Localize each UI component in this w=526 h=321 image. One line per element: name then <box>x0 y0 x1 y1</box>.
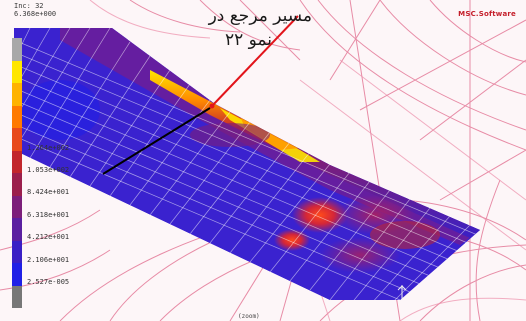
footer-caption: (zoom) <box>238 313 260 320</box>
annotation-line-2: نمو ۲۲ <box>224 30 272 50</box>
legend-label: 1.053e+002 <box>27 166 70 174</box>
legend-swatch <box>12 263 22 286</box>
legend-label: 1.264e+002 <box>27 144 70 152</box>
contour-legend: 1.264e+002 1.053e+002 8.424e+001 6.318e+… <box>12 38 69 310</box>
time-value: 6.368e+000 <box>14 10 57 18</box>
legend-swatch <box>12 128 22 151</box>
legend-swatch <box>12 83 22 106</box>
legend-swatch <box>12 173 22 196</box>
legend-swatch <box>12 105 22 128</box>
legend-label: 2.527e-005 <box>27 278 70 286</box>
legend-swatch <box>12 60 22 83</box>
legend-swatch <box>12 38 22 61</box>
legend-label: 8.424e+001 <box>27 188 70 196</box>
increment-label: Inc: 32 <box>14 2 44 10</box>
legend-label: 2.106e+001 <box>27 256 70 264</box>
legend-swatch <box>12 195 22 218</box>
annotation-arrow-point <box>209 103 215 109</box>
legend-swatch <box>12 150 22 173</box>
reference-path-line <box>102 107 211 175</box>
annotation-line-1: مسیر مرجع در <box>208 6 312 26</box>
annotation-arrow <box>211 15 299 107</box>
legend-label: 4.212e+001 <box>27 233 70 241</box>
legend-swatch <box>12 240 22 263</box>
software-logo: MSC.Software <box>458 10 516 18</box>
annotation-label: مسیر مرجع در نمو ۲۲ <box>162 4 312 52</box>
legend-swatch <box>12 285 22 308</box>
legend-label: 6.318e+001 <box>27 211 70 219</box>
node-marker <box>397 285 407 300</box>
increment-readout: Inc: 32 6.368e+000 <box>14 2 56 18</box>
legend-swatch <box>12 218 22 241</box>
